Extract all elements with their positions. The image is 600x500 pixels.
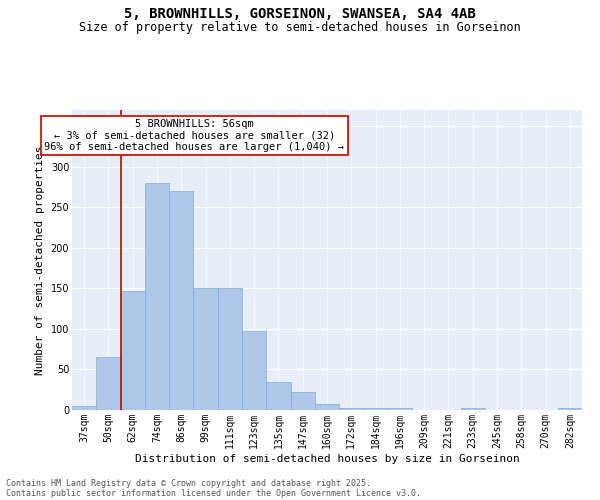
Bar bbox=[121, 291, 145, 410]
Bar bbox=[558, 408, 582, 410]
Bar bbox=[364, 408, 388, 410]
Bar bbox=[218, 288, 242, 410]
Bar bbox=[461, 408, 485, 410]
Bar bbox=[72, 406, 96, 410]
Bar bbox=[315, 404, 339, 410]
Bar bbox=[290, 392, 315, 410]
Text: Contains HM Land Registry data © Crown copyright and database right 2025.: Contains HM Land Registry data © Crown c… bbox=[6, 478, 371, 488]
Bar bbox=[145, 183, 169, 410]
Text: 5 BROWNHILLS: 56sqm
← 3% of semi-detached houses are smaller (32)
96% of semi-de: 5 BROWNHILLS: 56sqm ← 3% of semi-detache… bbox=[44, 119, 344, 152]
Bar bbox=[193, 288, 218, 410]
Text: Contains public sector information licensed under the Open Government Licence v3: Contains public sector information licen… bbox=[6, 488, 421, 498]
Text: 5, BROWNHILLS, GORSEINON, SWANSEA, SA4 4AB: 5, BROWNHILLS, GORSEINON, SWANSEA, SA4 4… bbox=[124, 8, 476, 22]
Bar bbox=[96, 358, 121, 410]
Bar bbox=[169, 191, 193, 410]
Text: Size of property relative to semi-detached houses in Gorseinon: Size of property relative to semi-detach… bbox=[79, 22, 521, 35]
Bar bbox=[266, 382, 290, 410]
X-axis label: Distribution of semi-detached houses by size in Gorseinon: Distribution of semi-detached houses by … bbox=[134, 454, 520, 464]
Bar bbox=[388, 408, 412, 410]
Bar bbox=[339, 408, 364, 410]
Bar bbox=[242, 332, 266, 410]
Y-axis label: Number of semi-detached properties: Number of semi-detached properties bbox=[35, 145, 45, 375]
